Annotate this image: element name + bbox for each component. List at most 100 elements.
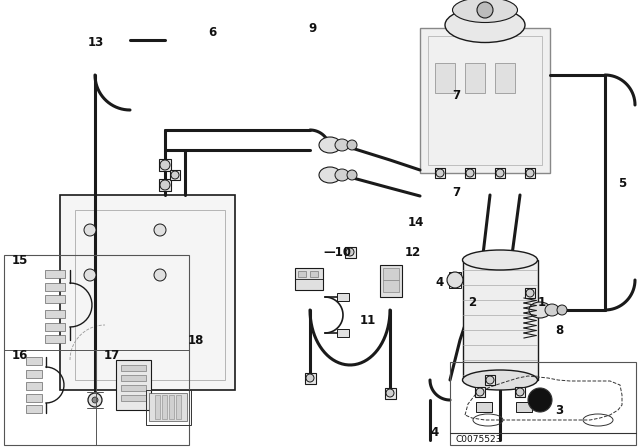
- Bar: [45, 270, 65, 278]
- Text: C0075523: C0075523: [455, 435, 501, 444]
- Text: 4: 4: [435, 276, 444, 289]
- Bar: [516, 402, 532, 412]
- Circle shape: [516, 388, 524, 396]
- Bar: [45, 283, 65, 291]
- Bar: [337, 293, 349, 301]
- Text: 13: 13: [88, 35, 104, 48]
- Text: 2: 2: [468, 296, 476, 309]
- Text: 14: 14: [408, 215, 424, 228]
- Bar: [169, 395, 174, 419]
- Text: 4: 4: [430, 426, 438, 439]
- Bar: [159, 179, 171, 191]
- Circle shape: [496, 169, 504, 177]
- Bar: [345, 247, 356, 258]
- Bar: [26, 382, 42, 390]
- Text: 17: 17: [104, 349, 120, 362]
- Bar: [485, 375, 495, 385]
- Circle shape: [160, 160, 170, 170]
- Bar: [121, 395, 146, 401]
- Ellipse shape: [452, 0, 518, 22]
- Circle shape: [466, 169, 474, 177]
- Circle shape: [526, 169, 534, 177]
- Text: 5: 5: [618, 177, 627, 190]
- Text: 1: 1: [538, 296, 546, 309]
- Bar: [26, 370, 42, 378]
- Bar: [121, 385, 146, 391]
- Bar: [476, 402, 492, 412]
- Circle shape: [84, 269, 96, 281]
- Text: 11: 11: [360, 314, 376, 327]
- Bar: [298, 271, 306, 277]
- Ellipse shape: [545, 304, 559, 316]
- Ellipse shape: [347, 170, 357, 180]
- Bar: [159, 159, 171, 171]
- Circle shape: [171, 171, 179, 179]
- Circle shape: [447, 272, 463, 288]
- Text: 15: 15: [12, 254, 28, 267]
- Bar: [26, 405, 42, 413]
- Bar: [435, 63, 455, 93]
- Bar: [75, 210, 225, 380]
- Bar: [337, 329, 349, 337]
- Circle shape: [386, 389, 394, 397]
- Bar: [162, 395, 167, 419]
- Bar: [310, 271, 318, 277]
- Circle shape: [306, 374, 314, 382]
- Ellipse shape: [335, 169, 349, 181]
- Bar: [116, 360, 151, 410]
- Ellipse shape: [463, 250, 538, 270]
- Bar: [155, 395, 160, 419]
- Text: 18: 18: [188, 333, 204, 346]
- Ellipse shape: [445, 8, 525, 43]
- Circle shape: [346, 248, 354, 256]
- Bar: [525, 288, 535, 298]
- Bar: [383, 280, 399, 292]
- Circle shape: [486, 376, 494, 384]
- Text: 7: 7: [452, 89, 460, 102]
- Ellipse shape: [319, 137, 341, 153]
- Text: 12: 12: [405, 246, 421, 258]
- Circle shape: [477, 2, 493, 18]
- Text: 3: 3: [555, 404, 563, 417]
- Bar: [383, 268, 399, 280]
- Ellipse shape: [557, 305, 567, 315]
- Bar: [146, 390, 191, 425]
- Bar: [515, 387, 525, 397]
- Circle shape: [528, 388, 552, 412]
- Bar: [525, 168, 535, 178]
- Bar: [26, 394, 42, 402]
- Bar: [450, 362, 636, 445]
- Text: 16: 16: [12, 349, 28, 362]
- Circle shape: [88, 393, 102, 407]
- Text: 7: 7: [452, 185, 460, 198]
- Circle shape: [160, 180, 170, 190]
- Bar: [428, 36, 542, 165]
- Bar: [149, 393, 187, 421]
- Bar: [4, 255, 189, 445]
- Bar: [45, 295, 65, 303]
- Circle shape: [84, 224, 96, 236]
- Bar: [176, 395, 181, 419]
- Bar: [60, 195, 235, 390]
- Bar: [465, 168, 475, 178]
- Bar: [305, 373, 316, 384]
- Bar: [463, 260, 538, 380]
- Bar: [26, 357, 42, 365]
- Text: 6: 6: [208, 26, 216, 39]
- Circle shape: [436, 169, 444, 177]
- Bar: [45, 310, 65, 318]
- Bar: [495, 168, 505, 178]
- Bar: [170, 170, 180, 180]
- Bar: [45, 335, 65, 343]
- Ellipse shape: [335, 139, 349, 151]
- Text: 9: 9: [308, 22, 316, 34]
- Ellipse shape: [347, 140, 357, 150]
- Circle shape: [92, 397, 98, 403]
- Circle shape: [154, 269, 166, 281]
- Bar: [45, 323, 65, 331]
- Bar: [295, 268, 323, 290]
- Circle shape: [154, 224, 166, 236]
- Circle shape: [476, 388, 484, 396]
- Bar: [449, 272, 461, 288]
- Ellipse shape: [529, 302, 551, 318]
